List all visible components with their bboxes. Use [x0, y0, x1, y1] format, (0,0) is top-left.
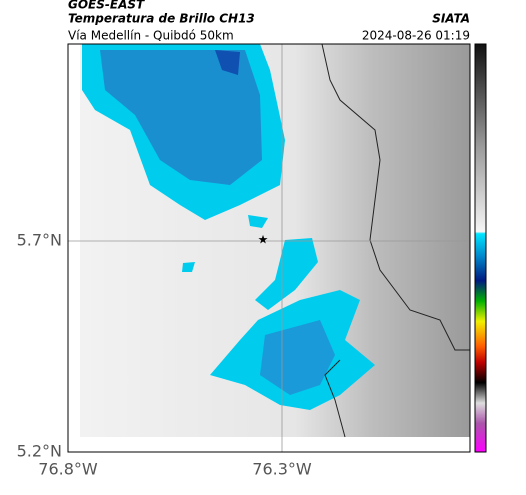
cloud-core [100, 50, 262, 185]
station-marker: ★ [258, 233, 269, 247]
lon-label: 76.3°W [252, 460, 312, 479]
cloud-core [260, 320, 335, 395]
cloud-core [215, 50, 240, 75]
border [324, 359, 346, 438]
route: Vía Medellín - Quibdó 50km [68, 29, 234, 43]
lat-label: 5.2°N [17, 442, 62, 461]
lat-label: 5.7°N [17, 231, 62, 250]
subtitle: Temperatura de Brillo CH13 [68, 12, 255, 26]
map: ★ 5.7°N 5.2°N 76.8°W 76.3°W [17, 43, 471, 479]
lon-label: 76.8°W [38, 460, 98, 479]
border [321, 43, 470, 351]
cloud [255, 238, 318, 310]
header: GOES-EAST Temperatura de Brillo CH13 Vía… [68, 0, 470, 43]
title: GOES-EAST [68, 0, 145, 12]
cloud [248, 215, 268, 228]
colorbar-scale [474, 43, 487, 453]
colorbar [474, 43, 487, 453]
frame [67, 43, 471, 453]
cloud [182, 262, 195, 272]
source: SIATA [432, 12, 470, 26]
timestamp: 2024-08-26 01:19 [362, 29, 470, 43]
